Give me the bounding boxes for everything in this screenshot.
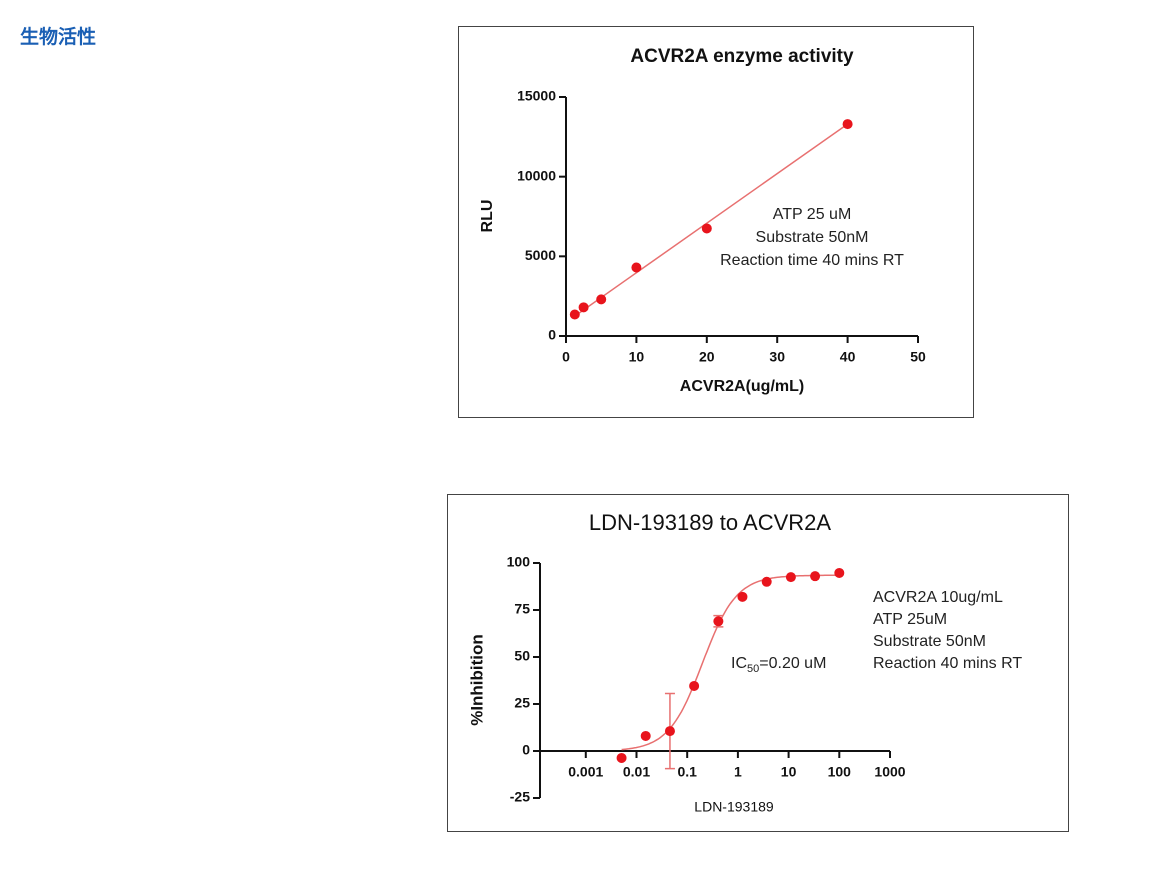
chart-title: ACVR2A enzyme activity xyxy=(630,46,854,67)
y-tick-label: 75 xyxy=(514,601,530,617)
y-tick-label: 0 xyxy=(548,327,556,343)
chart-frame xyxy=(447,494,1069,832)
x-axis-label: LDN-193189 xyxy=(694,799,774,815)
data-point xyxy=(578,302,589,313)
y-tick-label: -25 xyxy=(510,789,530,805)
y-tick-label: 15000 xyxy=(517,88,556,104)
ic50-text: IC xyxy=(731,655,747,672)
x-tick-label: 0.001 xyxy=(568,764,603,780)
data-point xyxy=(761,576,772,587)
ic50-value: =0.20 uM xyxy=(759,655,826,672)
y-tick-label: 10000 xyxy=(517,167,556,183)
data-point xyxy=(785,572,796,583)
data-point xyxy=(842,119,853,130)
x-tick-label: 10 xyxy=(629,349,645,365)
y-tick-label: 0 xyxy=(522,742,530,758)
annotation: Reaction time 40 mins RT xyxy=(720,252,904,269)
x-tick-label: 30 xyxy=(769,349,785,365)
data-point xyxy=(596,294,607,305)
ic50-label: IC50=0.20 uM xyxy=(731,655,826,675)
data-point xyxy=(640,730,651,741)
data-point xyxy=(713,616,724,627)
x-tick-label: 20 xyxy=(699,349,715,365)
annotation: Substrate 50nM xyxy=(756,229,869,246)
data-point xyxy=(616,752,627,763)
y-axis-label: %Inhibition xyxy=(467,634,486,726)
annotation: ACVR2A 10ug/mL xyxy=(873,589,1003,606)
x-tick-label: 0 xyxy=(562,349,570,365)
annotation: ATP 25 uM xyxy=(773,206,852,223)
x-axis-label: ACVR2A(ug/mL) xyxy=(680,378,804,395)
x-tick-label: 40 xyxy=(840,349,856,365)
ic50-subscript: 50 xyxy=(747,663,759,675)
y-axis-label: RLU xyxy=(479,200,496,233)
x-tick-label: 50 xyxy=(910,349,926,365)
annotation: Reaction 40 mins RT xyxy=(873,655,1022,672)
data-point xyxy=(631,262,642,273)
y-tick-label: 5000 xyxy=(525,247,556,263)
fit-line xyxy=(574,123,849,317)
x-tick-label: 100 xyxy=(828,764,852,780)
data-point xyxy=(664,726,675,737)
x-tick-label: 0.01 xyxy=(623,764,650,780)
y-tick-label: 50 xyxy=(514,648,530,664)
x-tick-label: 0.1 xyxy=(677,764,697,780)
annotation: ATP 25uM xyxy=(873,611,947,628)
x-tick-label: 10 xyxy=(781,764,797,780)
section-title: 生物活性 xyxy=(20,26,97,48)
chart-frame xyxy=(458,26,974,418)
data-point xyxy=(701,223,712,234)
data-point xyxy=(834,567,845,578)
y-tick-label: 25 xyxy=(514,695,530,711)
data-point xyxy=(810,571,821,582)
x-tick-label: 1000 xyxy=(874,764,905,780)
annotation: Substrate 50nM xyxy=(873,633,986,650)
data-point xyxy=(689,680,700,691)
x-tick-label: 1 xyxy=(734,764,742,780)
data-point xyxy=(737,591,748,602)
data-point xyxy=(569,309,580,320)
fit-curve xyxy=(621,574,840,751)
chart-title: LDN-193189 to ACVR2A xyxy=(589,510,831,535)
y-tick-label: 100 xyxy=(507,554,531,570)
